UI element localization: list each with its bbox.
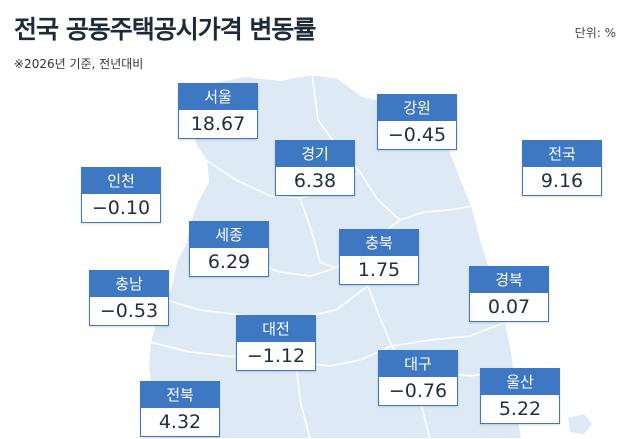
region-name: 울산	[480, 368, 560, 395]
region-name: 대구	[378, 350, 458, 377]
region-value: 6.38	[275, 167, 355, 196]
region-value: −0.45	[377, 121, 457, 150]
region-name: 서울	[178, 83, 258, 110]
region-value: 0.07	[469, 293, 549, 322]
region-badge-seoul: 서울 18.67	[178, 83, 258, 139]
region-badge-chungnam: 충남 −0.53	[89, 270, 169, 326]
region-badge-gyeonggi: 경기 6.38	[275, 140, 355, 196]
region-value: 5.22	[480, 395, 560, 424]
region-value: −0.53	[89, 297, 169, 326]
region-badge-gangwon: 강원 −0.45	[377, 94, 457, 150]
region-name: 전북	[140, 381, 220, 408]
region-name: 충북	[339, 229, 419, 256]
region-value: 4.32	[140, 408, 220, 437]
island-shape	[568, 414, 592, 434]
subtitle: ※2026년 기준, 전년대비	[14, 57, 144, 71]
region-badge-gyeongbuk: 경북 0.07	[469, 266, 549, 322]
region-name: 인천	[81, 167, 161, 194]
region-badge-jeonbuk: 전북 4.32	[140, 381, 220, 437]
region-badge-chungbuk: 충북 1.75	[339, 229, 419, 285]
region-value: −0.10	[81, 194, 161, 223]
region-value: 6.29	[189, 248, 269, 277]
region-name: 세종	[189, 221, 269, 248]
region-badge-incheon: 인천 −0.10	[81, 167, 161, 223]
region-badge-national: 전국 9.16	[522, 140, 602, 196]
region-name: 대전	[236, 315, 316, 342]
region-name: 충남	[89, 270, 169, 297]
region-name: 전국	[522, 140, 602, 167]
region-badge-daegu: 대구 −0.76	[378, 350, 458, 406]
region-badge-ulsan: 울산 5.22	[480, 368, 560, 424]
region-name: 경북	[469, 266, 549, 293]
region-value: −1.12	[236, 342, 316, 371]
page-title: 전국 공동주택공시가격 변동률	[14, 15, 316, 44]
region-value: 1.75	[339, 256, 419, 285]
region-name: 강원	[377, 94, 457, 121]
unit-label: 단위: %	[574, 26, 616, 40]
region-badge-sejong: 세종 6.29	[189, 221, 269, 277]
region-badge-daejeon: 대전 −1.12	[236, 315, 316, 371]
region-value: 9.16	[522, 167, 602, 196]
region-value: 18.67	[178, 110, 258, 139]
region-value: −0.76	[378, 377, 458, 406]
region-name: 경기	[275, 140, 355, 167]
